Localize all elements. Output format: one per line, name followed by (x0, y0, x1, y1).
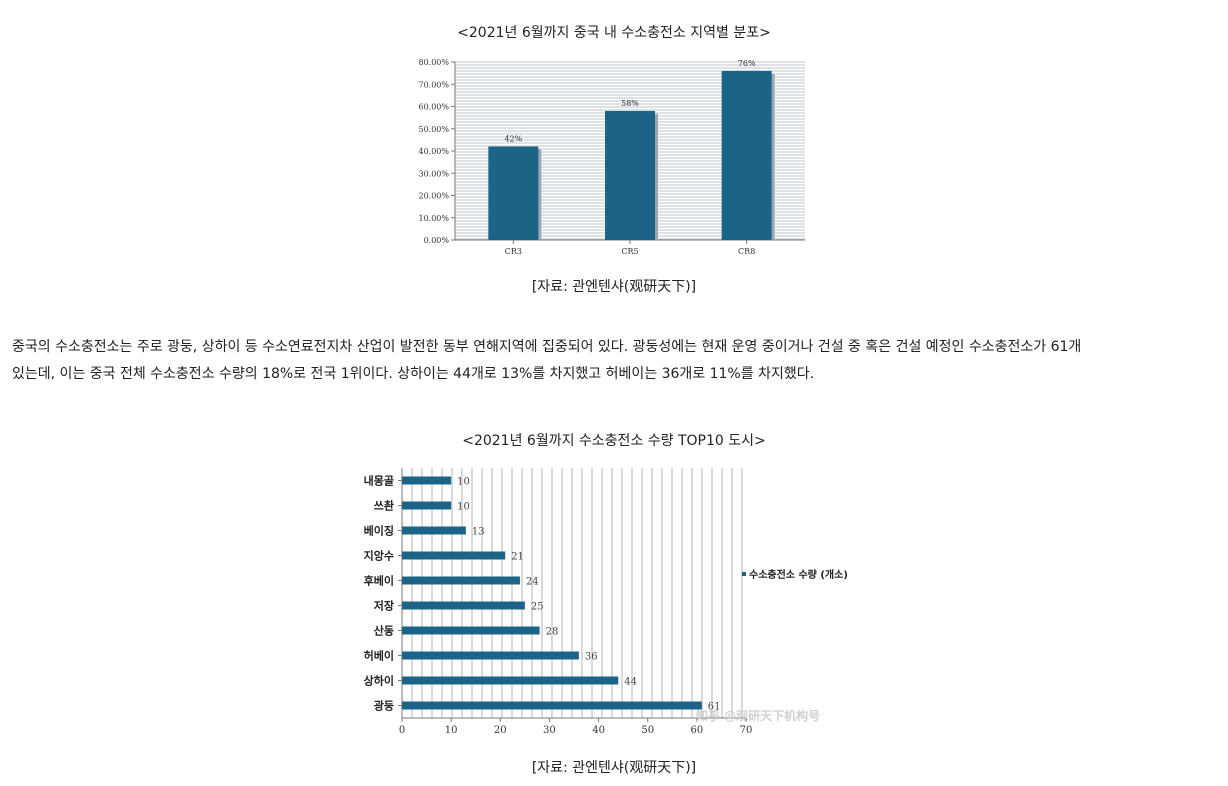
bar (402, 601, 525, 610)
y-tick-label: 상하이 (364, 674, 394, 688)
cr-bar-chart: 0.00% 10.00% 20.00% 30.00% 40.00% 50.00% 60.00… (418, 58, 805, 256)
data-label: 10 (457, 477, 470, 488)
data-label: 61 (708, 702, 721, 713)
y-tick-label: 지앙수 (364, 549, 394, 563)
y-tick-label: 저장 (374, 599, 394, 613)
data-label: 28 (546, 627, 559, 638)
y-tick-label: 내몽골 (364, 474, 394, 488)
top10-city-bar-chart: 0 10 20 30 40 50 60 70 내몽골 10 쓰촨 10 베이징 13 지앙수 21 후베이 24 저… (364, 468, 848, 736)
y-tick-label: 0.00% (424, 236, 450, 245)
data-label: 42% (504, 135, 522, 144)
y-tick-label: 80.00% (418, 58, 449, 67)
y-tick-label: 20.00% (418, 192, 449, 201)
x-tick-label: CR5 (621, 247, 638, 256)
bar-cr5 (605, 110, 655, 240)
x-tick-label: 20 (494, 725, 507, 736)
y-tick-label: 50.00% (418, 125, 449, 134)
bar (402, 626, 540, 635)
y-tick-label: 허베이 (364, 649, 394, 663)
data-label: 76% (738, 59, 756, 68)
data-label: 24 (526, 577, 539, 588)
bar (402, 701, 702, 710)
bar (402, 501, 452, 510)
bar-cr8 (721, 70, 772, 241)
data-label: 25 (531, 602, 544, 613)
y-tick-label: 70.00% (418, 80, 449, 89)
data-label: 21 (511, 552, 524, 563)
legend-label: 수소충전소 수량 (개소) (749, 568, 848, 581)
chart2-caption: <2021년 6월까지 수소충전소 수량 TOP10 도시> (462, 433, 766, 449)
x-tick-label: CR8 (738, 247, 755, 256)
y-tick-label: 10.00% (418, 214, 449, 223)
bar (402, 476, 452, 485)
y-tick-label: 쓰촨 (374, 499, 394, 513)
paragraph-line-2: 있는데, 이는 중국 전체 수소충전소 수량의 18%로 전국 1위이다. 상하… (12, 366, 815, 382)
y-tick-label: 후베이 (364, 574, 394, 588)
watermark-text: 知乎 @观研天下机构号 (695, 708, 820, 723)
bar-cr3 (488, 146, 539, 240)
legend-swatch (742, 572, 746, 576)
x-tick-label: 10 (445, 725, 458, 736)
y-tick-label: 산동 (374, 624, 394, 638)
data-label: 44 (624, 677, 637, 688)
x-tick-label: 60 (690, 725, 703, 736)
y-tick-label: 광둥 (374, 700, 394, 713)
y-tick-label: 60.00% (418, 103, 449, 112)
x-tick-label: 50 (641, 725, 654, 736)
x-tick-label: 70 (740, 725, 753, 736)
data-label: 36 (585, 652, 598, 663)
x-tick-label: 40 (592, 725, 605, 736)
plot-area (402, 468, 746, 718)
paragraph-line-1: 중국의 수소충전소는 주로 광둥, 상하이 등 수소연료전지차 산업이 발전한 … (12, 339, 1082, 355)
bar (402, 651, 579, 660)
x-tick-label: 0 (399, 725, 405, 736)
chart1-source: [자료: 관엔텐샤(观研天下)] (531, 279, 697, 295)
bar (402, 526, 466, 535)
bar (402, 551, 506, 560)
data-label: 58% (621, 99, 639, 108)
body-paragraph: 중국의 수소충전소는 주로 광둥, 상하이 등 수소연료전지차 산업이 발전한 … (12, 334, 1222, 388)
bar (402, 576, 520, 585)
y-tick-label: 30.00% (418, 169, 449, 178)
bar (402, 676, 619, 685)
data-label: 10 (457, 502, 470, 513)
y-tick-label: 베이징 (364, 524, 394, 538)
x-tick-label: CR3 (505, 247, 522, 256)
x-tick-label: 30 (543, 725, 556, 736)
data-label: 13 (472, 527, 485, 538)
chart2-source: [자료: 관엔텐샤(观研天下)] (531, 760, 697, 776)
y-tick-label: 40.00% (418, 147, 449, 156)
chart1-caption: <2021년 6월까지 중국 내 수소충전소 지역별 분포> (457, 25, 771, 41)
